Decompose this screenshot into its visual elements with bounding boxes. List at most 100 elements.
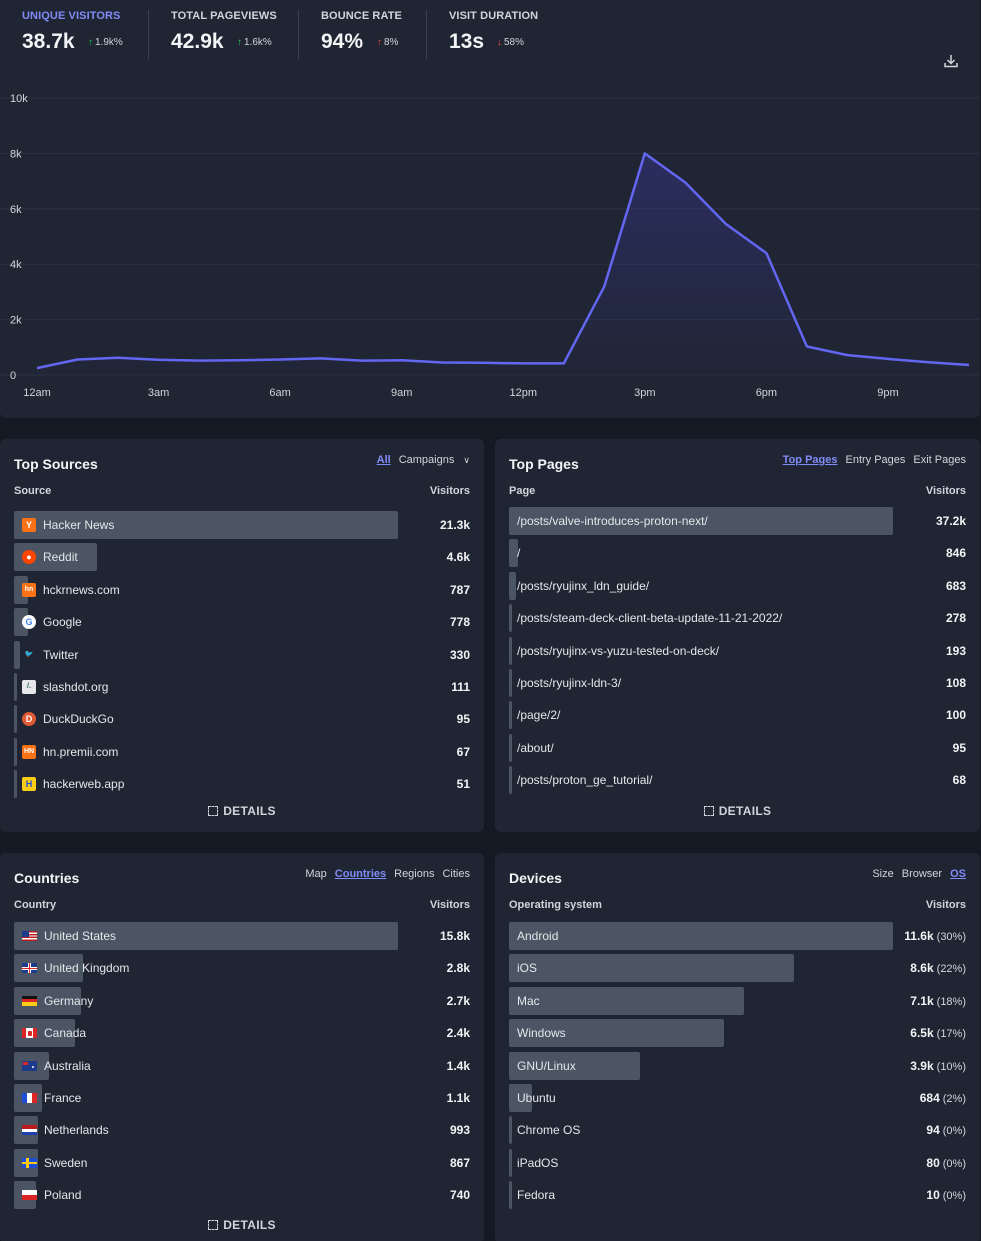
list-item[interactable]: /posts/ryujinx-ldn-3/108 bbox=[509, 668, 966, 700]
tab-map[interactable]: Map bbox=[305, 868, 327, 880]
list-item-text: Mac bbox=[517, 993, 540, 1008]
metric-total-pageviews[interactable]: TOTAL PAGEVIEWS 42.9k ↑ 1.6k% bbox=[171, 0, 291, 62]
list-item[interactable]: Y Hacker News 21.3k bbox=[14, 510, 470, 542]
list-item[interactable]: GNU/Linux 3.9k (10%) bbox=[509, 1051, 966, 1083]
tab-browser[interactable]: Browser bbox=[901, 868, 943, 880]
metric-bounce-rate[interactable]: BOUNCE RATE 94% ↑ 8% bbox=[321, 0, 421, 62]
tab-countries[interactable]: Countries bbox=[334, 868, 387, 880]
data-point[interactable] bbox=[315, 352, 327, 364]
list-item[interactable]: iPadOS 80 (0%) bbox=[509, 1148, 966, 1180]
list-item[interactable]: D DuckDuckGo 95 bbox=[14, 704, 470, 736]
list-item[interactable]: /page/2/100 bbox=[509, 700, 966, 732]
download-icon[interactable] bbox=[943, 53, 959, 69]
list-item-text: Windows bbox=[517, 1026, 566, 1041]
data-point[interactable] bbox=[31, 362, 43, 374]
tab-campaigns[interactable]: Campaigns ∨ bbox=[398, 454, 470, 466]
list-item-value: 684 (2%) bbox=[919, 1090, 966, 1105]
tab-size[interactable]: Size bbox=[872, 868, 894, 880]
data-point[interactable] bbox=[396, 354, 408, 366]
list-item[interactable]: /posts/valve-introduces-proton-next/37.2… bbox=[509, 506, 966, 538]
list-item[interactable]: Mac 7.1k (18%) bbox=[509, 986, 966, 1018]
data-point[interactable] bbox=[193, 355, 205, 367]
list-item[interactable]: /about/95 bbox=[509, 733, 966, 765]
list-item[interactable]: Netherlands 993 bbox=[14, 1115, 470, 1147]
data-point[interactable] bbox=[558, 357, 570, 369]
list-item[interactable]: /posts/ryujinx-vs-yuzu-tested-on-deck/19… bbox=[509, 636, 966, 668]
list-item[interactable]: /posts/proton_ge_tutorial/68 bbox=[509, 765, 966, 797]
panel-title: Devices bbox=[509, 870, 562, 886]
tab-cities[interactable]: Cities bbox=[442, 868, 470, 880]
details-button[interactable]: DETAILS bbox=[0, 1218, 484, 1232]
duckduckgo-icon: D bbox=[22, 712, 36, 727]
data-point[interactable] bbox=[598, 280, 610, 292]
data-point[interactable] bbox=[679, 176, 691, 188]
list-item[interactable]: United States 15.8k bbox=[14, 921, 470, 953]
data-point[interactable] bbox=[639, 147, 651, 159]
data-point[interactable] bbox=[720, 218, 732, 230]
data-point[interactable] bbox=[841, 349, 853, 361]
list-item[interactable]: Android 11.6k (30%) bbox=[509, 921, 966, 953]
data-point[interactable] bbox=[436, 357, 448, 369]
data-point[interactable] bbox=[153, 354, 165, 366]
list-item[interactable]: Germany 2.7k bbox=[14, 986, 470, 1018]
list-item[interactable]: Poland 740 bbox=[14, 1180, 470, 1212]
list-item[interactable]: G Google 778 bbox=[14, 607, 470, 639]
data-point[interactable] bbox=[355, 355, 367, 367]
tab-exit-pages[interactable]: Exit Pages bbox=[913, 454, 966, 466]
list-item[interactable]: ● Reddit 4.6k bbox=[14, 542, 470, 574]
value-bar bbox=[509, 571, 516, 600]
data-point[interactable] bbox=[517, 357, 529, 369]
metric-unique-visitors[interactable]: UNIQUE VISITORS 38.7k ↑ 1.9k% bbox=[22, 0, 142, 62]
data-point[interactable] bbox=[477, 357, 489, 369]
list-item-label: /posts/steam-deck-client-beta-update-11-… bbox=[517, 611, 782, 625]
list-item-text: /posts/ryujinx-vs-yuzu-tested-on-deck/ bbox=[517, 643, 720, 658]
y-tick-label: 10k bbox=[10, 93, 28, 105]
list-item-value: 683 bbox=[945, 578, 966, 593]
list-item[interactable]: Australia 1.4k bbox=[14, 1051, 470, 1083]
list-item[interactable]: United Kingdom 2.8k bbox=[14, 953, 470, 985]
data-point[interactable] bbox=[112, 352, 124, 364]
list-item[interactable]: Fedora 10 (0%) bbox=[509, 1180, 966, 1212]
data-point[interactable] bbox=[760, 247, 772, 259]
visitors-chart[interactable]: 0 2k 4k 6k 8k 10k 12am 3am 6am 9am 12pm 3pm 6pm 9pm bbox=[0, 80, 980, 410]
data-point[interactable] bbox=[801, 340, 813, 352]
list-item-text: Poland bbox=[44, 1188, 82, 1203]
tab-all[interactable]: All bbox=[376, 454, 391, 466]
list-item[interactable]: hn hckrnews.com 787 bbox=[14, 575, 470, 607]
x-axis: 12am 3am 6am 9am 12pm 3pm 6pm 9pm bbox=[23, 387, 898, 399]
tab-top-pages[interactable]: Top Pages bbox=[782, 454, 838, 466]
chart-grid bbox=[0, 97, 980, 376]
list-item[interactable]: iOS 8.6k (22%) bbox=[509, 953, 966, 985]
list-item[interactable]: Ubuntu 684 (2%) bbox=[509, 1083, 966, 1115]
list-item[interactable]: Chrome OS 94 (0%) bbox=[509, 1115, 966, 1147]
list-item[interactable]: /. slashdot.org 111 bbox=[14, 672, 470, 704]
x-tick-label: 3am bbox=[148, 387, 169, 399]
details-button[interactable]: DETAILS bbox=[495, 804, 980, 818]
data-point[interactable] bbox=[922, 356, 934, 368]
details-button[interactable]: DETAILS bbox=[0, 804, 484, 818]
tab-os[interactable]: OS bbox=[950, 868, 966, 880]
list-item[interactable]: HN hn.premii.com 67 bbox=[14, 737, 470, 769]
list-item-text: hckrnews.com bbox=[43, 582, 120, 597]
data-point[interactable] bbox=[234, 354, 246, 366]
data-point[interactable] bbox=[72, 353, 84, 365]
list-item[interactable]: Windows 6.5k (17%) bbox=[509, 1018, 966, 1050]
data-point[interactable] bbox=[963, 359, 975, 371]
list-item[interactable]: France 1.1k bbox=[14, 1083, 470, 1115]
value-bar bbox=[509, 668, 512, 697]
tab-regions[interactable]: Regions bbox=[394, 868, 435, 880]
list-item-label: ● Reddit bbox=[22, 550, 78, 565]
list-item[interactable]: Sweden 867 bbox=[14, 1148, 470, 1180]
list-item[interactable]: / 846 bbox=[509, 538, 966, 570]
tab-entry-pages[interactable]: Entry Pages bbox=[845, 454, 906, 466]
data-point[interactable] bbox=[882, 353, 894, 365]
column-header-visitors: Visitors bbox=[429, 485, 470, 497]
data-point[interactable] bbox=[274, 353, 286, 365]
list-item[interactable]: Canada 2.4k bbox=[14, 1018, 470, 1050]
list-item[interactable]: /posts/ryujinx_ldn_guide/683 bbox=[509, 571, 966, 603]
list-item[interactable]: 🐦 Twitter 330 bbox=[14, 640, 470, 672]
list-item[interactable]: /posts/steam-deck-client-beta-update-11-… bbox=[509, 603, 966, 635]
list-item-label: United Kingdom bbox=[22, 961, 129, 975]
metric-visit-duration[interactable]: VISIT DURATION 13s ↓ 58% bbox=[449, 0, 559, 62]
